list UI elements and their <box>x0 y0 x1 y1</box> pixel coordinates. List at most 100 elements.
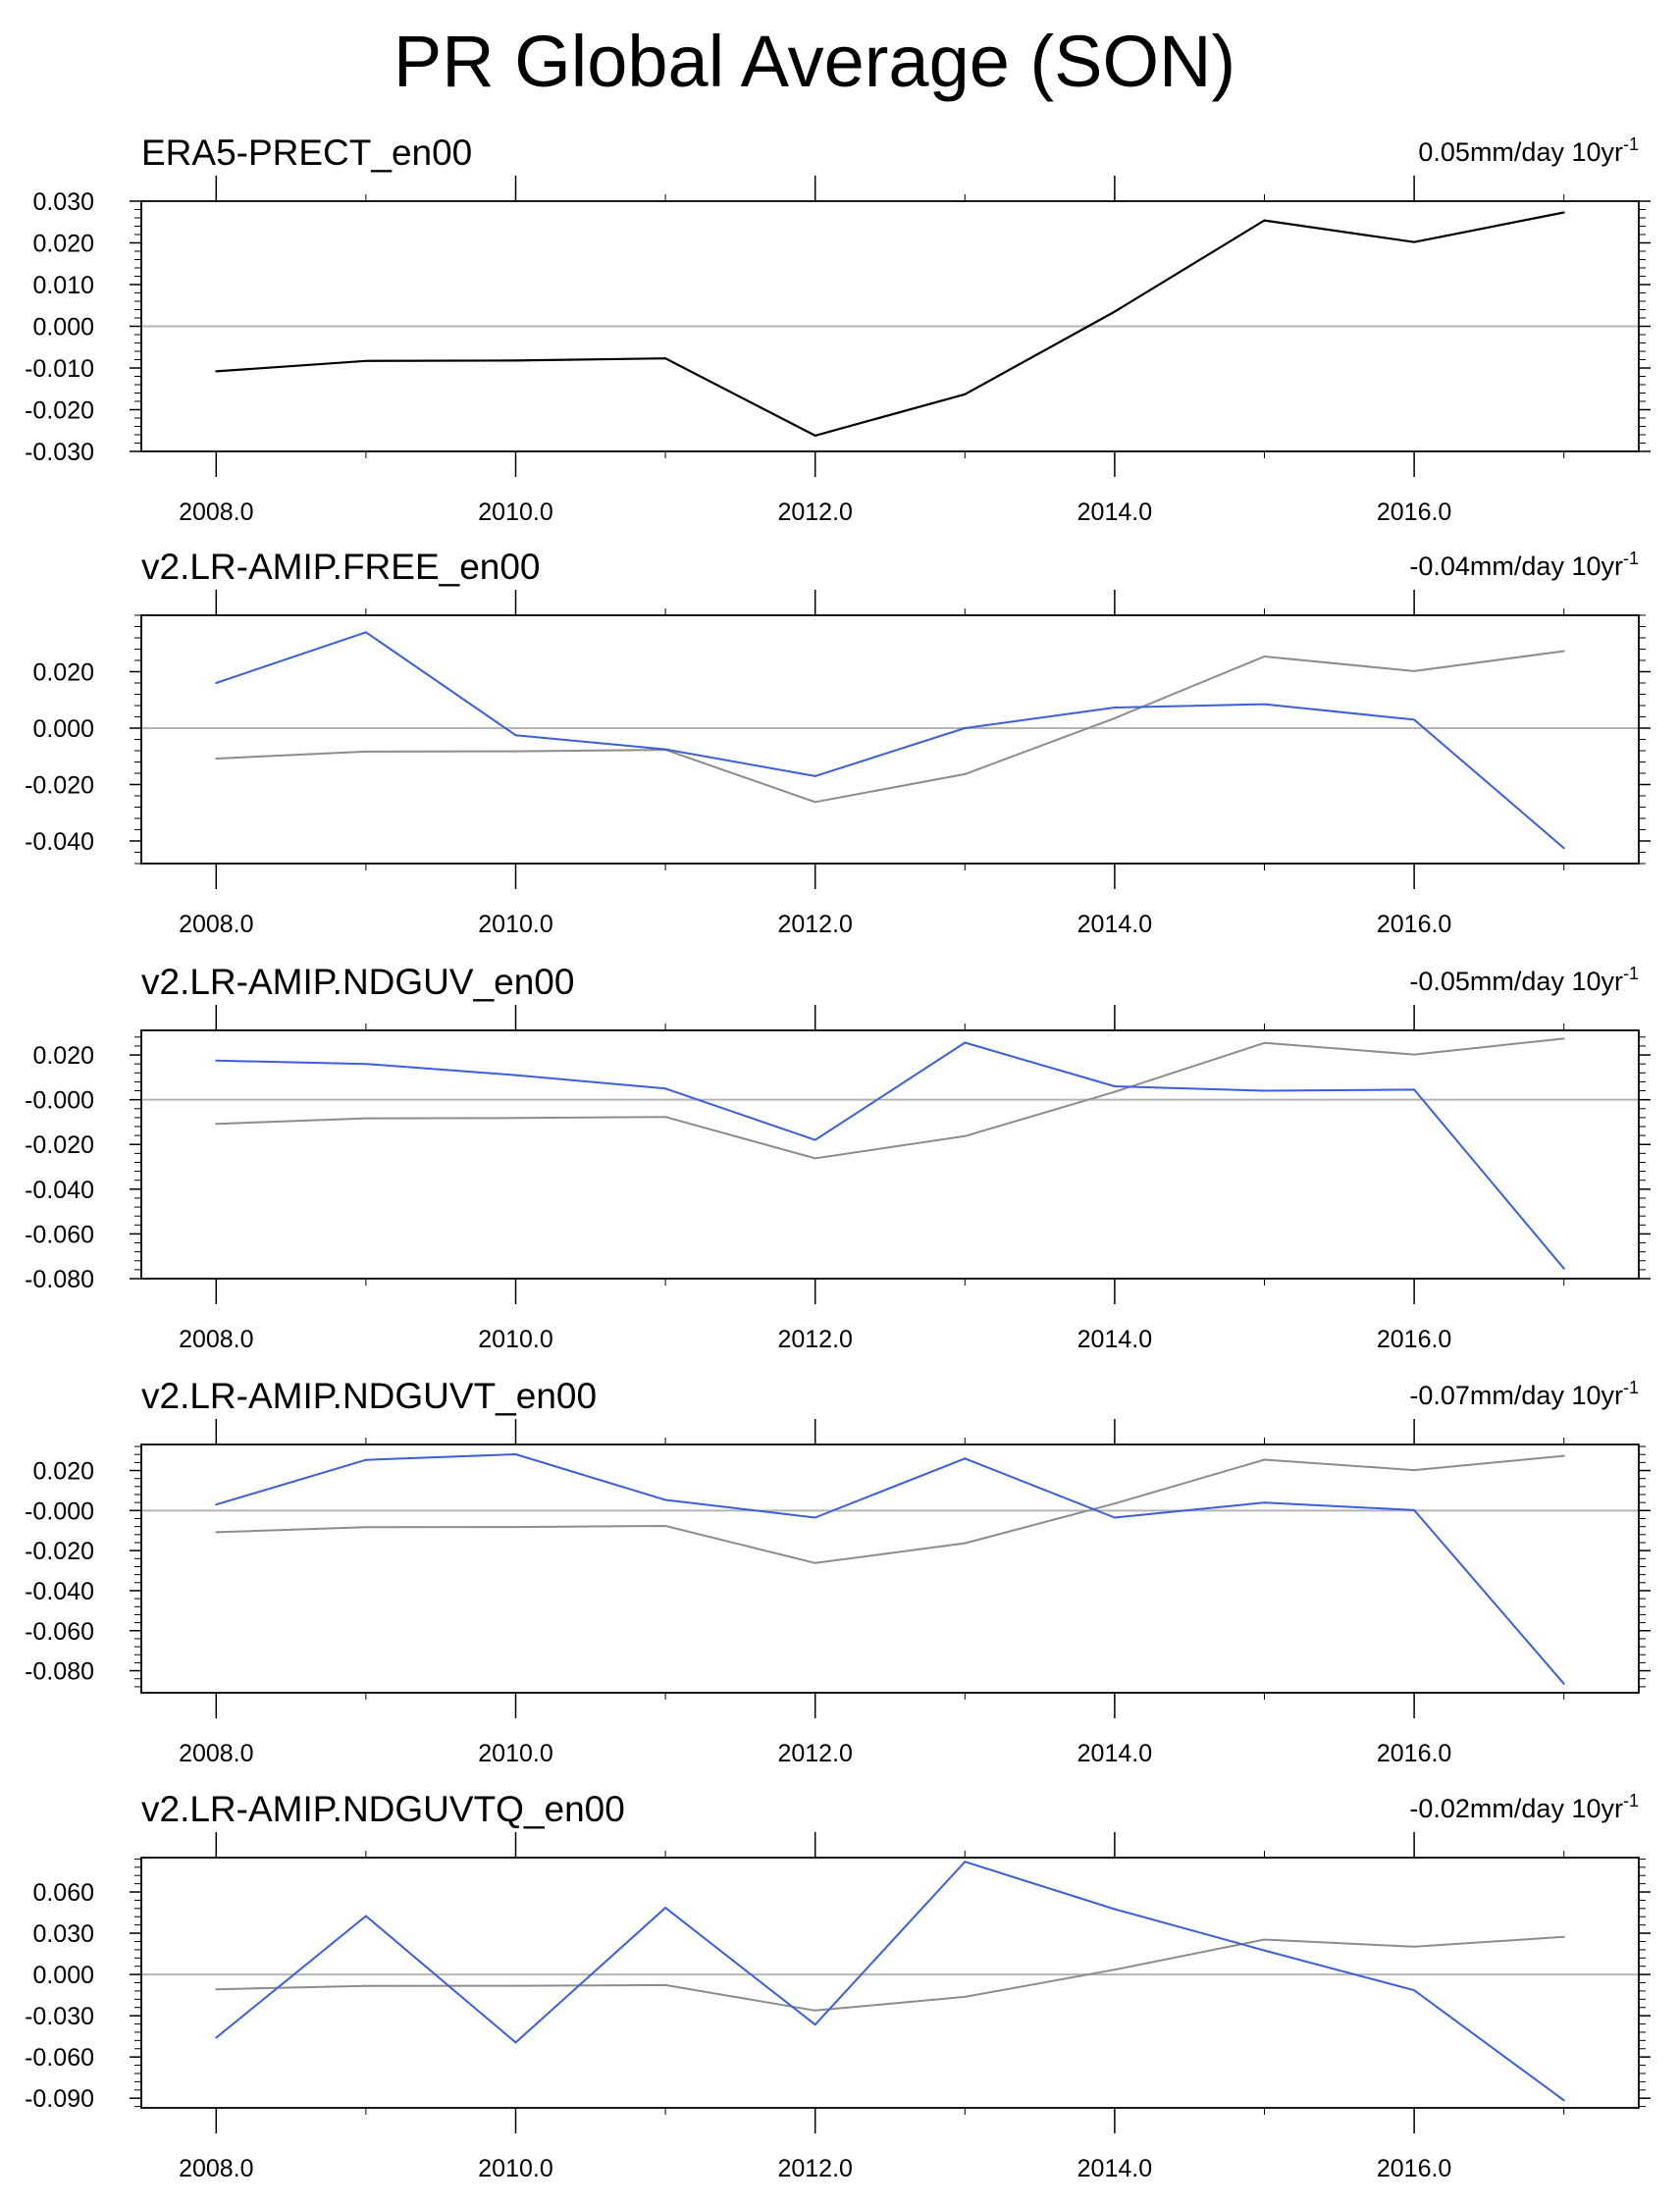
data-point <box>964 772 967 775</box>
data-point <box>664 1525 667 1528</box>
data-point <box>364 1915 367 1917</box>
data-point <box>215 682 218 684</box>
data-point <box>814 2009 816 2012</box>
y-tick-label: -0.060 <box>25 1618 94 1646</box>
data-point <box>364 1063 367 1066</box>
x-tick-label: 2016.0 <box>1377 1326 1451 1353</box>
y-tick-label: -0.000 <box>25 1087 94 1115</box>
y-tick-label: -0.020 <box>25 1538 94 1565</box>
data-point <box>964 1041 967 1044</box>
data-point <box>1413 1989 1416 1992</box>
x-tick-label: 2016.0 <box>1377 2155 1451 2182</box>
plot-frame <box>140 1029 1640 1280</box>
y-tick-label: -0.040 <box>25 1177 94 1204</box>
y-tick-label: -0.060 <box>25 2044 94 2072</box>
data-point <box>364 1117 367 1120</box>
data-point <box>215 1988 218 1991</box>
data-point <box>1113 1908 1116 1911</box>
data-point <box>814 434 816 437</box>
y-tick-label: -0.000 <box>25 1497 94 1525</box>
chart-panel-5: v2.LR-AMIP.NDGUVTQ_en00 -0.02mm/day 10yr-… <box>25 1789 1651 2182</box>
data-point <box>1562 1935 1565 1938</box>
series-line-reference_overlay <box>216 1037 1564 1160</box>
y-tick-label: -0.020 <box>25 397 94 425</box>
y-tick-label: -0.040 <box>25 1578 94 1605</box>
data-point <box>664 1498 667 1501</box>
data-point <box>215 2036 218 2039</box>
data-point <box>1413 669 1416 672</box>
x-tick-label: 2008.0 <box>179 1740 253 1767</box>
x-tick-label: 2016.0 <box>1377 911 1451 938</box>
panel-title: v2.LR-AMIP.NDGUVT_en00 <box>141 1376 597 1416</box>
data-point <box>1562 1037 1565 1040</box>
data-point <box>1113 1090 1116 1093</box>
data-point <box>1263 1949 1266 1952</box>
plot-frame <box>140 1857 1640 2109</box>
data-point <box>514 2041 517 2044</box>
y-tick-label: -0.080 <box>25 1266 94 1293</box>
y-tick-label: -0.030 <box>25 2003 94 2030</box>
data-point <box>1113 1502 1116 1505</box>
data-point <box>1113 1969 1116 1971</box>
chart-panel-2: v2.LR-AMIP.FREE_en00 -0.04mm/day 10yr-1 0.… <box>25 547 1651 938</box>
series-line-model <box>216 1453 1565 1685</box>
data-point <box>664 748 667 751</box>
figure-title: PR Global Average (SON) <box>393 21 1236 102</box>
data-point <box>1263 1089 1266 1092</box>
x-tick-label: 2010.0 <box>478 2155 552 2182</box>
data-point <box>1562 847 1565 850</box>
trend-label: -0.04mm/day 10yr-1 <box>1409 549 1639 581</box>
y-tick-label: 0.020 <box>32 1458 94 1486</box>
data-point <box>1113 1084 1116 1087</box>
data-point <box>1562 1267 1565 1270</box>
y-tick-label: 0.000 <box>32 715 94 743</box>
data-point <box>215 1123 218 1126</box>
y-tick-label: 0.000 <box>32 314 94 341</box>
x-tick-label: 2010.0 <box>478 1326 552 1353</box>
y-tick-label: 0.010 <box>32 272 94 299</box>
y-tick-label: 0.060 <box>32 1879 94 1907</box>
x-tick-label: 2014.0 <box>1077 499 1152 526</box>
x-tick-label: 2014.0 <box>1077 1740 1152 1767</box>
data-point <box>1562 650 1565 653</box>
x-tick-label: 2008.0 <box>179 2155 253 2182</box>
chart-panel-4: v2.LR-AMIP.NDGUVT_en00 -0.07mm/day 10yr-1… <box>25 1376 1651 1767</box>
x-tick-label: 2014.0 <box>1077 1326 1152 1353</box>
x-tick-label: 2010.0 <box>478 499 552 526</box>
data-point <box>1413 1508 1416 1511</box>
data-point <box>1263 1458 1266 1461</box>
data-point <box>1263 1041 1266 1044</box>
y-tick-label: -0.020 <box>25 772 94 800</box>
y-tick-label: 0.020 <box>32 1042 94 1070</box>
x-tick-label: 2012.0 <box>777 911 852 938</box>
data-point <box>664 1116 667 1119</box>
data-point <box>814 801 816 804</box>
x-tick-label: 2014.0 <box>1077 911 1152 938</box>
data-point <box>1562 1454 1565 1457</box>
data-point <box>814 1561 816 1564</box>
series-line-reference <box>216 211 1564 437</box>
data-point <box>364 1458 367 1461</box>
data-point <box>514 734 517 737</box>
y-tick-label: -0.080 <box>25 1658 94 1686</box>
data-point <box>664 1983 667 1986</box>
data-point <box>1263 219 1266 222</box>
data-point <box>364 1984 367 1987</box>
series-line-reference_overlay <box>216 650 1564 804</box>
chart-panel-1: ERA5-PRECT_en00 0.05mm/day 10yr-1 0.030 0.0… <box>25 132 1651 526</box>
data-point <box>1113 310 1116 313</box>
y-tick-label: -0.040 <box>25 828 94 856</box>
data-point <box>664 1087 667 1090</box>
data-point <box>514 359 517 362</box>
data-point <box>814 1516 816 1519</box>
data-point <box>964 1995 967 1998</box>
y-tick-label: -0.090 <box>25 2085 94 2113</box>
panel-title: v2.LR-AMIP.NDGUV_en00 <box>141 962 574 1002</box>
x-tick-label: 2010.0 <box>478 1740 552 1767</box>
y-tick-label: 0.000 <box>32 1962 94 1989</box>
data-point <box>215 1503 218 1506</box>
y-tick-label: 0.020 <box>32 231 94 258</box>
data-point <box>215 1059 218 1062</box>
plot-frame <box>140 1444 1640 1694</box>
